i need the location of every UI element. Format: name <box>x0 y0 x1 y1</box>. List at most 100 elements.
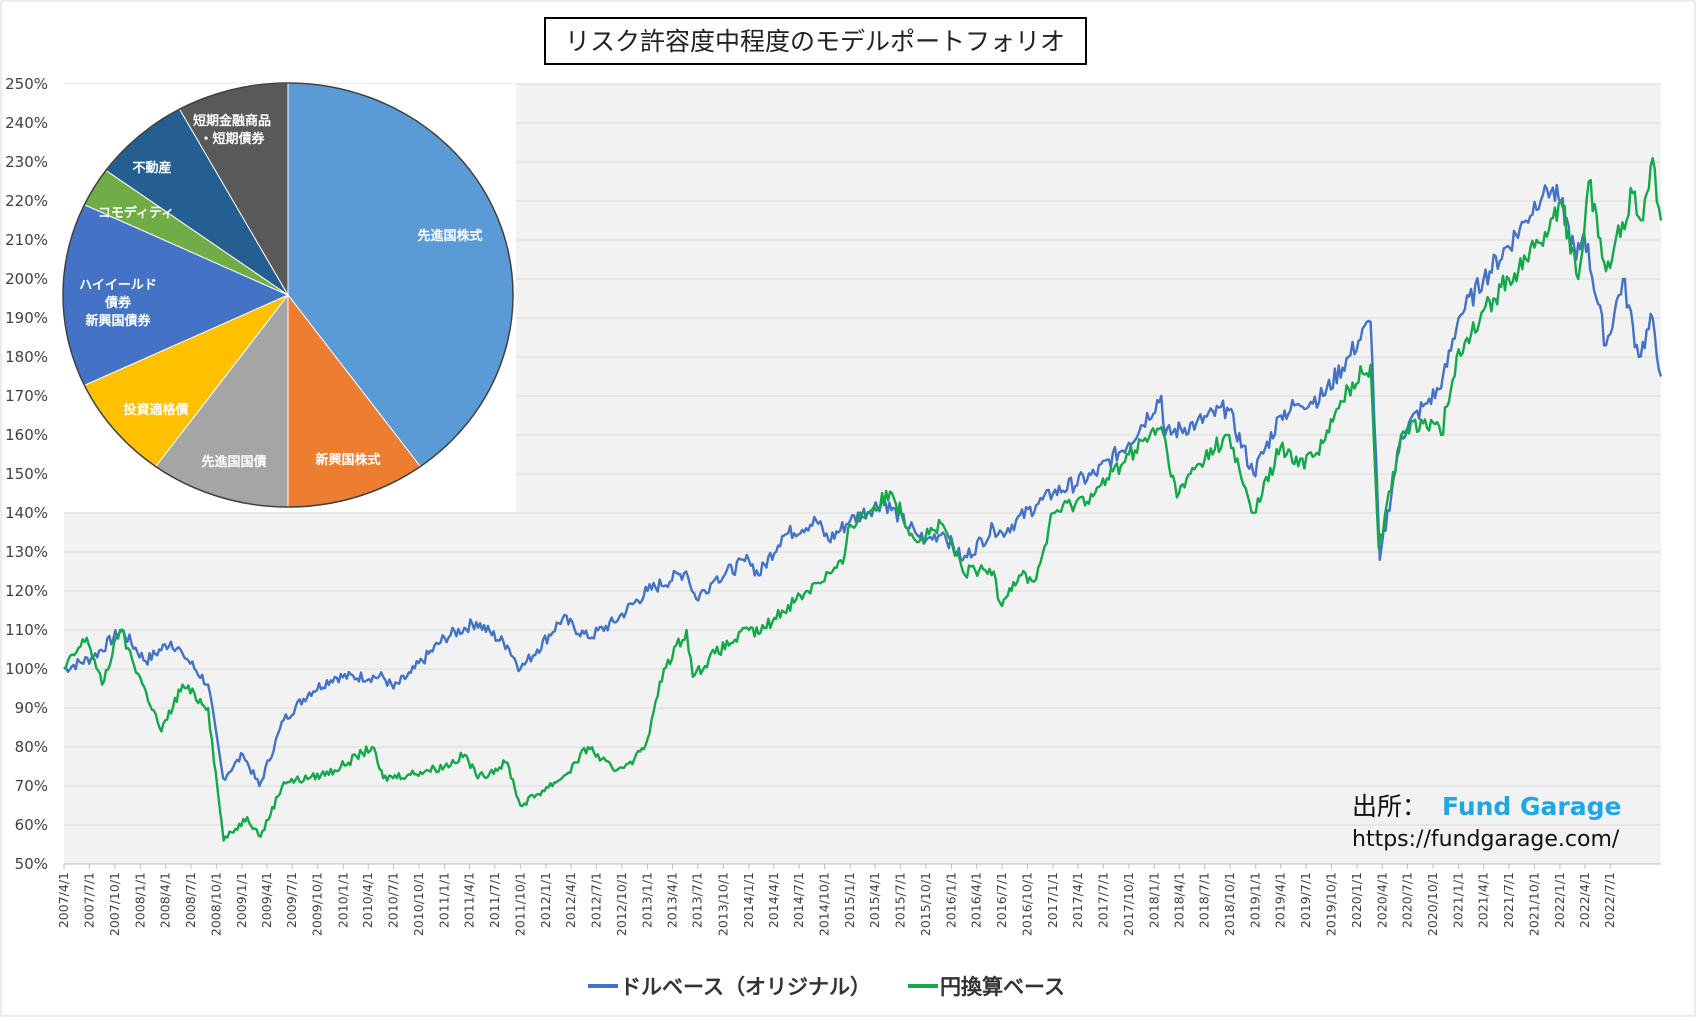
x-tick-label: 2011/10/1 <box>512 872 527 936</box>
source-brand: Fund Garage <box>1442 792 1621 821</box>
x-tick-label: 2007/4/1 <box>56 872 71 928</box>
x-tick-label: 2012/10/1 <box>614 872 629 936</box>
pie-label-ig-bonds: 投資適格債 <box>123 402 188 418</box>
x-tick-label: 2012/7/1 <box>588 872 603 928</box>
source-url: https://fundgarage.com/ <box>1352 827 1620 852</box>
y-tick-label: 70% <box>15 777 48 795</box>
x-tick-label: 2019/10/1 <box>1323 872 1338 936</box>
pie-label-developed-bonds: 先進国国債 <box>201 454 266 470</box>
x-tick-label: 2013/7/1 <box>690 872 705 928</box>
x-tick-label: 2018/1/1 <box>1146 872 1161 928</box>
y-tick-label: 250% <box>5 75 48 93</box>
y-tick-label: 200% <box>5 270 48 288</box>
x-tick-label: 2022/7/1 <box>1602 872 1617 928</box>
y-tick-label: 90% <box>15 699 48 717</box>
y-tick-label: 100% <box>5 660 48 678</box>
x-tick-label: 2008/10/1 <box>208 872 223 936</box>
x-tick-label: 2017/1/1 <box>1045 872 1060 928</box>
x-tick-label: 2008/7/1 <box>183 872 198 928</box>
y-tick-label: 120% <box>5 582 48 600</box>
x-tick-label: 2015/7/1 <box>892 872 907 928</box>
x-tick-label: 2014/10/1 <box>817 872 832 936</box>
x-tick-label: 2009/10/1 <box>310 872 325 936</box>
pie-label-emerging-equity: 新興国株式 <box>315 452 380 468</box>
y-tick-label: 190% <box>5 309 48 327</box>
y-tick-label: 160% <box>5 426 48 444</box>
x-tick-label: 2012/4/1 <box>563 872 578 928</box>
x-tick-label: 2019/1/1 <box>1248 872 1263 928</box>
y-tick-label: 50% <box>15 855 48 873</box>
x-tick-label: 2016/4/1 <box>969 872 984 928</box>
x-tick-label: 2019/4/1 <box>1273 872 1288 928</box>
x-tick-label: 2019/7/1 <box>1298 872 1313 928</box>
x-tick-label: 2009/1/1 <box>234 872 249 928</box>
x-tick-label: 2020/4/1 <box>1374 872 1389 928</box>
x-tick-label: 2020/10/1 <box>1425 872 1440 936</box>
x-tick-label: 2020/7/1 <box>1400 872 1415 928</box>
x-tick-label: 2016/10/1 <box>1020 872 1035 936</box>
x-tick-label: 2010/4/1 <box>360 872 375 928</box>
x-axis-ticks: 2007/4/1 2007/7/1 2007/10/1 2008/1/1 2008/4/… <box>56 863 1661 936</box>
pie-label-commodity: コモディティ <box>98 205 174 221</box>
x-tick-label: 2017/10/1 <box>1121 872 1136 936</box>
y-tick-label: 110% <box>5 621 48 639</box>
x-tick-label: 2008/1/1 <box>132 872 147 928</box>
x-tick-label: 2013/1/1 <box>640 872 655 928</box>
pie-label-short-term: 短期金融商品・短期債券 <box>193 113 271 147</box>
x-tick-label: 2020/1/1 <box>1349 872 1364 928</box>
y-tick-label: 220% <box>5 192 48 210</box>
pie-label-hy-em-bonds: ハイイールド債券新興国債券 <box>79 278 157 329</box>
pie-label-developed-equity: 先進国株式 <box>417 228 482 244</box>
y-tick-label: 60% <box>15 816 48 834</box>
x-tick-label: 2018/4/1 <box>1171 872 1186 928</box>
x-tick-label: 2021/4/1 <box>1476 872 1491 928</box>
x-tick-label: 2013/10/1 <box>715 872 730 936</box>
x-tick-label: 2017/7/1 <box>1095 872 1110 928</box>
x-tick-label: 2008/4/1 <box>158 872 173 928</box>
y-tick-label: 140% <box>5 504 48 522</box>
y-tick-label: 150% <box>5 465 48 483</box>
x-tick-label: 2021/7/1 <box>1501 872 1516 928</box>
x-tick-label: 2022/1/1 <box>1552 872 1567 928</box>
x-tick-label: 2014/4/1 <box>766 872 781 928</box>
x-tick-label: 2018/7/1 <box>1197 872 1212 928</box>
x-tick-label: 2011/1/1 <box>437 872 452 928</box>
x-tick-label: 2009/7/1 <box>284 872 299 928</box>
x-tick-label: 2011/4/1 <box>462 872 477 928</box>
x-tick-label: 2007/7/1 <box>81 872 96 928</box>
x-tick-label: 2010/7/1 <box>386 872 401 928</box>
pie-outline <box>62 82 514 508</box>
x-tick-label: 2022/4/1 <box>1577 872 1592 928</box>
x-tick-label: 2018/10/1 <box>1222 872 1237 936</box>
y-axis-ticks: 50% 60% 70% 80% 90% 100% 110% 120% 130% 140% 150% 1… <box>5 75 48 873</box>
series-lines <box>63 156 1663 842</box>
x-tick-label: 2013/4/1 <box>664 872 679 928</box>
x-tick-label: 2010/1/1 <box>335 872 350 928</box>
chart-title: リスク許容度中程度のモデルポートフォリオ <box>565 27 1065 56</box>
y-tick-label: 130% <box>5 543 48 561</box>
x-tick-label: 2014/1/1 <box>741 872 756 928</box>
x-tick-label: 2014/7/1 <box>791 872 806 928</box>
legend-label-jpy: 円換算ベース <box>940 975 1065 999</box>
x-tick-label: 2016/7/1 <box>994 872 1009 928</box>
y-tick-label: 210% <box>5 231 48 249</box>
legend-label-usd: ドルベース（オリジナル） <box>620 975 871 999</box>
legend: ドルベース（オリジナル） 円換算ベース <box>588 975 1065 999</box>
x-tick-label: 2011/7/1 <box>487 872 502 928</box>
x-tick-label: 2007/10/1 <box>107 872 122 936</box>
x-tick-label: 2016/1/1 <box>943 872 958 928</box>
series-line-1 <box>63 156 1663 842</box>
x-tick-label: 2021/10/1 <box>1526 872 1541 936</box>
x-tick-label: 2012/1/1 <box>538 872 553 928</box>
x-tick-label: 2015/10/1 <box>918 872 933 936</box>
x-tick-label: 2009/4/1 <box>259 872 274 928</box>
x-tick-label: 2015/1/1 <box>842 872 857 928</box>
y-tick-label: 180% <box>5 348 48 366</box>
y-tick-label: 170% <box>5 387 48 405</box>
x-tick-label: 2015/4/1 <box>867 872 882 928</box>
y-tick-label: 80% <box>15 738 48 756</box>
y-tick-label: 230% <box>5 153 48 171</box>
